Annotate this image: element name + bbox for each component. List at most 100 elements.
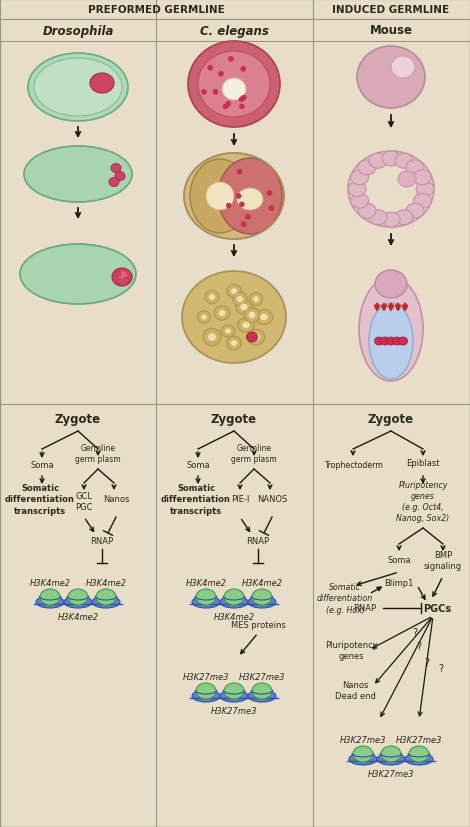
Ellipse shape: [351, 194, 368, 209]
Ellipse shape: [208, 333, 216, 342]
Ellipse shape: [246, 332, 258, 342]
Ellipse shape: [398, 172, 416, 188]
Ellipse shape: [225, 329, 231, 334]
Ellipse shape: [414, 170, 431, 185]
Ellipse shape: [381, 337, 390, 346]
Bar: [0, 0, 470, 20]
Text: RNAP: RNAP: [353, 604, 376, 613]
Ellipse shape: [220, 691, 248, 702]
Text: GCL
PGC: GCL PGC: [75, 491, 93, 511]
Text: H3K4me2: H3K4me2: [86, 579, 126, 588]
Ellipse shape: [368, 170, 414, 210]
Ellipse shape: [375, 270, 407, 299]
Ellipse shape: [369, 154, 387, 169]
Text: Trophectoderm: Trophectoderm: [323, 461, 383, 470]
Ellipse shape: [244, 308, 260, 323]
Ellipse shape: [255, 310, 273, 325]
Text: BMP
signaling: BMP signaling: [424, 550, 462, 571]
Ellipse shape: [369, 304, 413, 380]
Text: H3K4me2: H3K4me2: [213, 613, 255, 622]
Ellipse shape: [36, 596, 64, 609]
Ellipse shape: [236, 296, 243, 303]
Ellipse shape: [92, 596, 120, 609]
Ellipse shape: [242, 323, 250, 329]
Ellipse shape: [386, 337, 395, 346]
Ellipse shape: [357, 47, 425, 109]
Ellipse shape: [188, 42, 280, 128]
Ellipse shape: [375, 337, 384, 346]
Ellipse shape: [224, 683, 244, 699]
Text: H3K4me2: H3K4me2: [30, 579, 70, 588]
Ellipse shape: [248, 312, 256, 319]
Ellipse shape: [405, 753, 433, 765]
Ellipse shape: [227, 337, 241, 351]
Ellipse shape: [351, 170, 368, 185]
Ellipse shape: [115, 172, 125, 181]
Ellipse shape: [40, 590, 60, 605]
Ellipse shape: [391, 57, 415, 79]
Ellipse shape: [219, 72, 223, 77]
Ellipse shape: [252, 683, 272, 699]
Ellipse shape: [208, 66, 213, 71]
Text: INDUCED GERMLINE: INDUCED GERMLINE: [332, 5, 450, 15]
Text: ?: ?: [424, 657, 430, 667]
Ellipse shape: [96, 590, 116, 605]
Ellipse shape: [241, 96, 246, 101]
Ellipse shape: [237, 170, 242, 175]
Ellipse shape: [395, 154, 413, 169]
Ellipse shape: [202, 90, 206, 95]
Ellipse shape: [406, 160, 424, 175]
Text: Zygote: Zygote: [211, 413, 257, 426]
Ellipse shape: [226, 103, 231, 108]
Ellipse shape: [247, 330, 265, 346]
Ellipse shape: [269, 207, 274, 212]
Text: Pluripotency
genes
(e.g. Oct4,
Nanog, Sox2): Pluripotency genes (e.g. Oct4, Nanog, So…: [396, 480, 450, 523]
Ellipse shape: [64, 596, 92, 609]
Ellipse shape: [223, 105, 228, 110]
Text: ?: ?: [439, 663, 444, 673]
Ellipse shape: [198, 52, 270, 118]
Text: H3K4me2: H3K4me2: [186, 579, 227, 588]
Ellipse shape: [205, 291, 219, 304]
Text: MES proteins: MES proteins: [231, 621, 285, 629]
Ellipse shape: [231, 289, 237, 294]
Ellipse shape: [248, 596, 276, 609]
Ellipse shape: [252, 590, 272, 605]
Ellipse shape: [349, 753, 377, 765]
Ellipse shape: [90, 74, 114, 94]
Text: Soma: Soma: [30, 461, 54, 470]
Ellipse shape: [239, 98, 244, 103]
Ellipse shape: [182, 272, 286, 364]
Text: NANOS: NANOS: [257, 495, 287, 504]
Ellipse shape: [184, 154, 284, 240]
Text: H3K27me3: H3K27me3: [368, 770, 414, 778]
Ellipse shape: [220, 596, 248, 609]
Ellipse shape: [235, 300, 252, 315]
Ellipse shape: [253, 297, 259, 303]
Text: Somatic
differentiation
(e.g. Hox): Somatic differentiation (e.g. Hox): [317, 583, 373, 614]
Text: Soma: Soma: [186, 461, 210, 470]
Text: Blimp1: Blimp1: [384, 579, 414, 588]
Ellipse shape: [221, 326, 235, 337]
Ellipse shape: [224, 590, 244, 605]
Ellipse shape: [358, 204, 376, 219]
Text: ?: ?: [413, 627, 417, 638]
Text: PREFORMED GERMLINE: PREFORMED GERMLINE: [87, 5, 224, 15]
Ellipse shape: [377, 753, 405, 765]
Ellipse shape: [406, 204, 424, 219]
Ellipse shape: [237, 318, 254, 332]
Text: ?: ?: [416, 641, 422, 651]
Ellipse shape: [353, 746, 373, 762]
Ellipse shape: [267, 191, 272, 196]
Text: Zygote: Zygote: [368, 413, 414, 426]
Bar: [0, 20, 470, 42]
Text: Mouse: Mouse: [369, 25, 413, 37]
Text: Somatic
differentiation
transcripts: Somatic differentiation transcripts: [161, 484, 231, 515]
Ellipse shape: [206, 183, 234, 211]
Ellipse shape: [382, 151, 400, 167]
Ellipse shape: [399, 337, 407, 346]
Text: Soma: Soma: [387, 556, 411, 565]
Ellipse shape: [250, 293, 263, 306]
Ellipse shape: [382, 213, 400, 227]
Text: PIE-I: PIE-I: [231, 495, 249, 504]
